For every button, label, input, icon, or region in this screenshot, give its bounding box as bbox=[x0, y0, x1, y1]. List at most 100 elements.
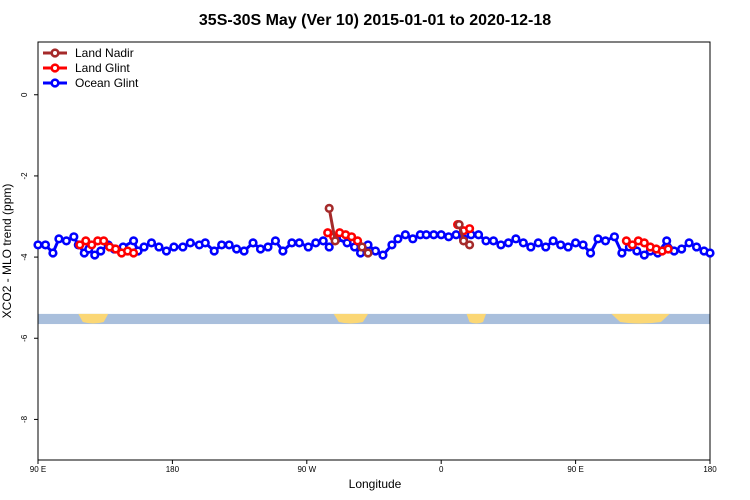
ocean-glint-point bbox=[342, 238, 352, 248]
land-glint-point bbox=[323, 228, 333, 238]
ocean-glint-point bbox=[185, 238, 195, 248]
ocean-glint-point bbox=[609, 232, 620, 242]
ocean-glint-point bbox=[429, 230, 439, 240]
land-glint-point bbox=[99, 236, 109, 246]
land-ocean-strip bbox=[38, 313, 710, 325]
ocean-glint-point bbox=[570, 238, 581, 248]
ocean-glint-point bbox=[677, 244, 687, 254]
land-glint-point bbox=[627, 240, 637, 250]
y-tick-label: -2 bbox=[20, 172, 29, 180]
ocean-glint-point bbox=[533, 238, 543, 248]
ocean-glint-point bbox=[48, 248, 58, 258]
land-glint-point bbox=[87, 240, 97, 250]
ocean-glint-point bbox=[217, 240, 227, 250]
land-nadir-point bbox=[357, 242, 367, 252]
ocean-glint-point bbox=[33, 240, 43, 250]
ocean-glint-point bbox=[393, 234, 403, 244]
y-axis: 0 -2 -4 -6 -8 bbox=[20, 92, 38, 423]
ocean-glint-point bbox=[303, 242, 313, 252]
ocean-glint-point bbox=[705, 248, 715, 258]
land-nadir-point bbox=[464, 240, 475, 250]
chart-title: 35S-30S May (Ver 10) 2015-01-01 to 2020-… bbox=[199, 12, 551, 29]
ocean-glint-point bbox=[324, 242, 334, 252]
ocean-glint-point bbox=[473, 230, 484, 240]
land-glint-point bbox=[111, 244, 121, 254]
x-axis: 90 E 180 90 W 0 90 E 180 bbox=[30, 460, 717, 474]
land-nadir-point bbox=[454, 220, 464, 230]
x-tick-label: 90 E bbox=[567, 465, 583, 474]
ocean-glint-point bbox=[518, 238, 528, 248]
x-tick-label: 0 bbox=[439, 465, 444, 474]
ocean-glint-point bbox=[294, 238, 304, 248]
legend-land-glint-label: Land Glint bbox=[75, 61, 130, 75]
ocean-glint-point bbox=[503, 238, 514, 248]
land-nadir-point bbox=[324, 203, 334, 213]
ocean-glint-point bbox=[451, 230, 461, 240]
ocean-glint-point bbox=[161, 246, 172, 256]
legend-ocean-glint-label: Ocean Glint bbox=[75, 76, 139, 90]
land-segment bbox=[333, 313, 369, 324]
ocean-glint-point bbox=[593, 234, 603, 244]
ocean-glint-point bbox=[488, 236, 499, 246]
land-segment bbox=[611, 313, 670, 324]
ocean-glint-point bbox=[40, 240, 51, 250]
land-glint-point bbox=[81, 236, 91, 246]
land-glint-point bbox=[464, 224, 475, 234]
ocean-glint-point bbox=[496, 240, 506, 250]
ocean-glint-point bbox=[54, 234, 64, 244]
ocean-glint-point bbox=[270, 236, 281, 246]
ocean-band bbox=[38, 313, 710, 325]
ocean-glint-point bbox=[311, 238, 321, 248]
land-glint-point bbox=[663, 244, 673, 254]
ocean-glint-point bbox=[96, 246, 106, 256]
ocean-glint-point bbox=[617, 248, 627, 258]
ocean-glint-point bbox=[541, 242, 551, 252]
x-tick-label: 90 W bbox=[297, 465, 316, 474]
ocean-glint-point bbox=[387, 240, 397, 250]
land-glint-point bbox=[75, 240, 85, 250]
ocean-glint-point bbox=[69, 232, 79, 242]
x-tick-label: 180 bbox=[166, 465, 180, 474]
legend-ocean-glint-marker bbox=[50, 78, 60, 88]
ocean-glint-point bbox=[563, 242, 573, 252]
ocean-glint-point bbox=[408, 234, 418, 244]
ocean-glint-point bbox=[146, 238, 157, 248]
ocean-glint-point bbox=[526, 242, 536, 252]
ocean-glint-point bbox=[154, 242, 164, 252]
ocean-glint-point bbox=[370, 246, 381, 256]
land-nadir-point bbox=[330, 236, 340, 246]
x-tick-label: 90 E bbox=[30, 465, 46, 474]
ocean-glint-point bbox=[178, 242, 188, 252]
ocean-glint-point bbox=[585, 248, 596, 258]
ocean-glint-point bbox=[639, 250, 649, 260]
legend-land-nadir-marker bbox=[50, 48, 60, 58]
ocean-glint-point bbox=[436, 230, 446, 240]
legend-land-nadir-label: Land Nadir bbox=[75, 46, 134, 60]
ocean-glint-point bbox=[511, 234, 521, 244]
ocean-glint-point bbox=[684, 238, 694, 248]
ocean-glint-point bbox=[278, 246, 288, 256]
land-segment bbox=[78, 313, 109, 324]
land-glint-point bbox=[352, 236, 363, 246]
ocean-glint-point bbox=[287, 238, 297, 248]
land-segment bbox=[466, 313, 486, 324]
land-glint-point bbox=[128, 248, 139, 258]
ocean-glint-point bbox=[548, 236, 558, 246]
y-tick-label: 0 bbox=[20, 92, 29, 97]
ocean-glint-point bbox=[662, 236, 672, 246]
y-axis-label: XCO2 - MLO trend (ppm) bbox=[0, 184, 14, 319]
ocean-glint-point bbox=[128, 236, 139, 246]
ocean-glint-point bbox=[481, 236, 491, 246]
ocean-glint-point bbox=[255, 244, 266, 254]
ocean-glint-point bbox=[200, 238, 210, 248]
ocean-glint-point bbox=[578, 240, 588, 250]
land-glint-point bbox=[347, 232, 357, 242]
ocean-glint-point bbox=[556, 240, 566, 250]
ocean-glint-point bbox=[169, 242, 179, 252]
ocean-glint-point bbox=[90, 250, 100, 260]
series-layer bbox=[33, 203, 715, 260]
land-nadir-point bbox=[459, 236, 469, 246]
ocean-glint-point bbox=[318, 236, 328, 246]
